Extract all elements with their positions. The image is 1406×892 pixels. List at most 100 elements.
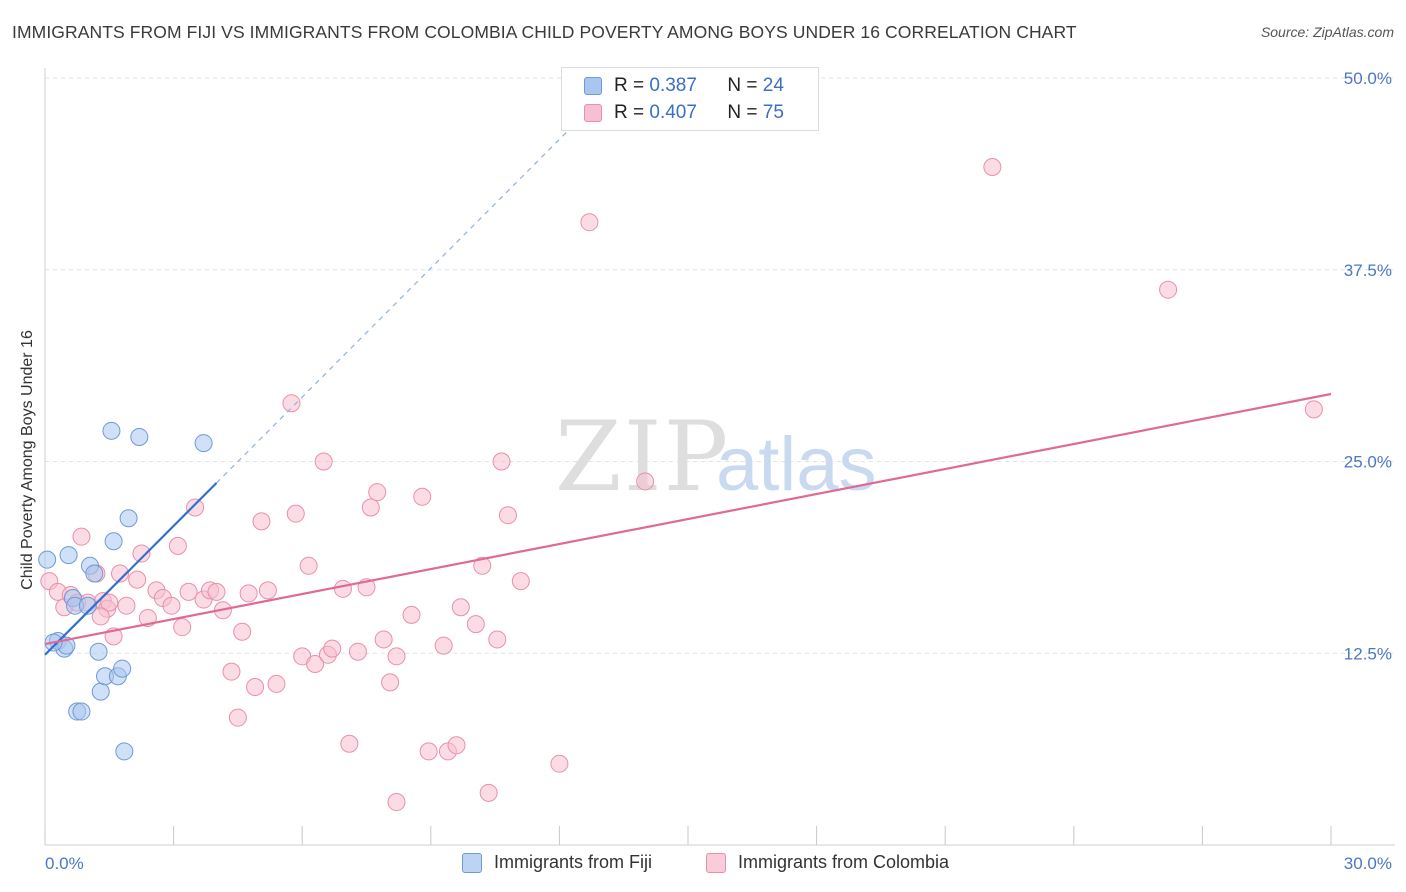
fiji-point [130, 427, 149, 446]
fiji-point [72, 702, 91, 721]
colombia-point [111, 564, 130, 583]
fiji-point [38, 550, 57, 569]
colombia-point [402, 605, 421, 624]
fiji-point [85, 564, 104, 583]
colombia-point [333, 579, 352, 598]
colombia-point [466, 615, 485, 634]
x-tick-label: 30.0% [1344, 854, 1392, 873]
series-legend-fiji[interactable]: Immigrants from Fiji [462, 852, 652, 873]
y-tick-label: 50.0% [1344, 69, 1392, 88]
colombia-point [387, 793, 406, 812]
legend-r-value: 0.407 [649, 102, 697, 123]
legend-r-value: 0.387 [649, 75, 697, 96]
watermark-zip: ZIP [555, 401, 730, 513]
colombia-point [340, 734, 359, 753]
colombia-point [179, 582, 198, 601]
colombia-point [348, 642, 367, 661]
colombia-point [299, 556, 318, 575]
colombia-point [239, 584, 258, 603]
fiji-point [102, 421, 121, 440]
colombia-point [550, 754, 569, 773]
legend-row-colombia: R = 0.407 N = 75 [584, 101, 784, 125]
fiji-trend-line [44, 482, 218, 656]
watermark: ZIP atlas [555, 401, 877, 513]
colombia-point [207, 582, 226, 601]
fiji-point [194, 434, 213, 453]
series-legend-colombia-label: Immigrants from Colombia [738, 852, 950, 872]
chart-title: IMMIGRANTS FROM FIJI VS IMMIGRANTS FROM … [12, 22, 1077, 42]
fiji-point [119, 509, 138, 528]
colombia-point [434, 636, 453, 655]
colombia-point [168, 536, 187, 555]
colombia-point [492, 452, 511, 471]
fiji-swatch [462, 852, 482, 873]
colombia-point [91, 607, 110, 626]
colombia-point [381, 673, 400, 692]
y-tick-label: 37.5% [1344, 261, 1392, 280]
colombia-point [498, 506, 517, 525]
colombia-point [173, 618, 192, 637]
colombia-swatch [706, 852, 726, 873]
y-tick-label: 25.0% [1344, 453, 1392, 472]
fiji-trend-extension [216, 117, 582, 484]
fiji-point [89, 642, 108, 661]
series-legend-fiji-label: Immigrants from Fiji [494, 852, 653, 872]
source-credit: Source: ZipAtlas.com [1260, 24, 1394, 40]
colombia-point [580, 213, 599, 232]
colombia-point [451, 598, 470, 617]
colombia-point [267, 674, 286, 693]
fiji-point [113, 659, 132, 678]
watermark-atlas: atlas [716, 422, 877, 507]
colombia-point [233, 622, 252, 641]
fiji-point [104, 532, 123, 551]
colombia-point [374, 630, 393, 649]
legend-r-label: R = [614, 75, 645, 96]
legend-n-label: N = [727, 102, 758, 123]
colombia-point [128, 570, 147, 589]
colombia-point [1159, 280, 1178, 299]
colombia-point [413, 487, 432, 506]
fiji-point [59, 546, 78, 565]
colombia-point [636, 472, 655, 491]
legend-swatch-colombia [584, 104, 602, 122]
colombia-point [387, 647, 406, 666]
colombia-point [132, 544, 151, 563]
colombia-point [117, 596, 136, 615]
colombia-point [228, 708, 247, 727]
legend-r-label: R = [614, 102, 645, 123]
colombia-point [323, 639, 342, 658]
x-tick-label: 0.0% [45, 854, 84, 873]
tick-labels: 12.5% 25.0% 37.5% 50.0% 0.0% 30.0% [45, 69, 1392, 873]
colombia-point [479, 783, 498, 802]
legend-n-label: N = [727, 75, 758, 96]
colombia-point [488, 630, 507, 649]
legend-n-value: 24 [762, 75, 784, 96]
legend-swatch-fiji [584, 77, 602, 95]
colombia-point [72, 527, 91, 546]
colombia-point [473, 556, 492, 575]
colombia-trend-line [44, 392, 1332, 646]
legend-n-value: 75 [762, 102, 784, 123]
y-tick-label: 12.5% [1344, 644, 1392, 663]
colombia-point [258, 581, 277, 600]
colombia-point [447, 736, 466, 755]
colombia-point [282, 394, 301, 413]
colombia-point [222, 662, 241, 681]
colombia-point [419, 742, 438, 761]
colombia-point [361, 498, 380, 517]
colombia-point [162, 596, 181, 615]
trend-lines [44, 117, 1332, 656]
legend-row-fiji: R = 0.387 N = 24 [584, 74, 784, 98]
colombia-point [186, 498, 205, 517]
colombia-point [246, 677, 265, 696]
fiji-point [91, 682, 110, 701]
axes [44, 68, 1395, 846]
colombia-point [286, 504, 305, 523]
series-legend-colombia[interactable]: Immigrants from Colombia [706, 852, 949, 873]
colombia-point [100, 593, 119, 612]
colombia-point [252, 512, 271, 531]
colombia-point [511, 572, 530, 591]
gridlines [45, 77, 1395, 654]
colombia-point [368, 483, 387, 502]
